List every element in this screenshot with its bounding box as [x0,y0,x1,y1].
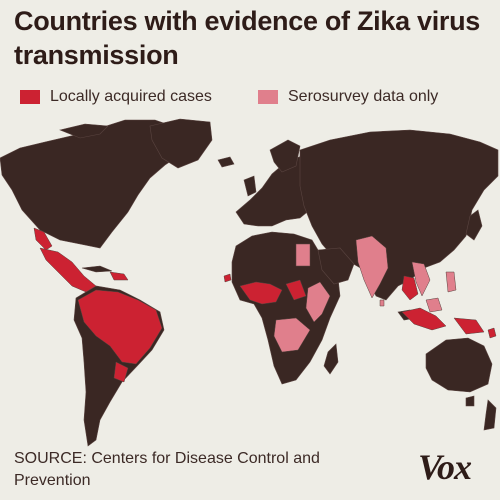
region-central-africa-local [285,279,307,301]
new-zealand-land [483,399,497,431]
region-west-africa-local [239,281,283,305]
region-papua-local [453,317,485,335]
arctic-islands-land [59,123,109,139]
arabian-peninsula-land [317,247,355,285]
region-mexico-local [39,247,97,293]
region-egypt-serosurvey [295,243,311,267]
legend-item-local: Locally acquired cases [20,88,212,106]
region-philippines-serosurvey [445,271,457,293]
region-india-serosurvey [355,235,389,299]
region-indochina-serosurvey [411,261,431,297]
region-sri-lanka-serosurvey [379,299,385,307]
world-map [0,118,499,447]
region-northern-south-america-local [77,289,163,365]
region-cape-verde-local [223,273,232,283]
region-indonesia-local [401,307,447,331]
australia-land [425,337,493,393]
region-paraguay-local [113,361,129,383]
british-isles-land [243,175,257,197]
asia-land [299,129,499,301]
region-east-africa-serosurvey [305,281,331,323]
region-southern-africa-serosurvey [273,317,311,353]
region-borneo-serosurvey [425,297,443,313]
legend: Locally acquired cases Serosurvey data o… [20,88,490,110]
japan-land [465,209,483,241]
legend-label-local: Locally acquired cases [50,88,212,105]
scandinavia-land [269,139,301,173]
legend-item-serosurvey: Serosurvey data only [258,88,438,106]
vox-logo: Vox [418,447,472,487]
legend-swatch-local [20,90,40,104]
region-caribbean-local [109,271,129,281]
africa-land [231,231,341,385]
tasmania-land [465,395,475,407]
source-note: SOURCE: Centers for Disease Control and … [14,450,320,489]
madagascar-land [323,343,339,375]
map-title: Countries with evidence of Zika virus tr… [14,6,481,70]
region-usa-south-local [33,227,53,251]
region-pacific-islands-local [487,327,497,339]
legend-swatch-serosurvey [258,90,278,104]
legend-label-serosurvey: Serosurvey data only [288,88,439,105]
region-southeast-asia-local [401,275,419,301]
iceland-land [217,156,235,168]
cuba-land [81,265,113,273]
greenland-land [149,118,213,169]
